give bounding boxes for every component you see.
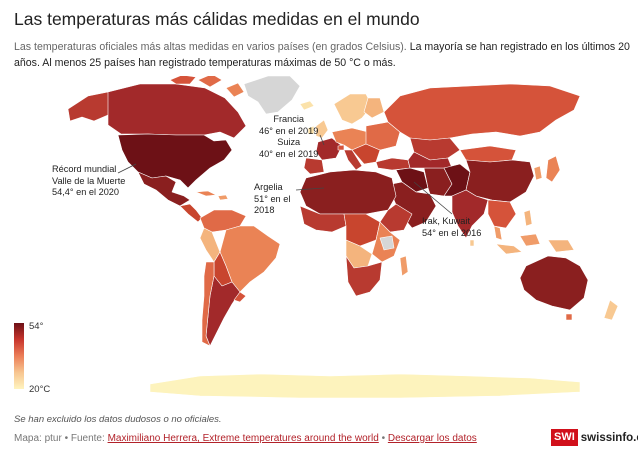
region-india — [451, 189, 489, 239]
annotation-line: 46° en el 2019 — [259, 125, 319, 136]
chart-title: Las temperaturas más cálidas medidas en … — [14, 9, 420, 29]
region-canada-arctic-3 — [225, 82, 245, 98]
region-west-africa — [299, 205, 347, 233]
region-uruguay — [233, 291, 247, 303]
region-mexico — [137, 171, 191, 207]
region-uk — [315, 119, 329, 139]
region-turkey — [375, 157, 411, 171]
leader-death-valley — [117, 163, 137, 174]
annotation-algeria: Argelia 51° en el 2018 — [254, 182, 290, 217]
region-finland — [363, 97, 385, 119]
region-canada-arctic-2 — [197, 76, 223, 88]
region-sri-lanka — [469, 239, 475, 247]
legend-min-label: 20°C — [29, 384, 51, 395]
region-central-america — [179, 203, 203, 223]
annotation-line: 54,4° en el 2020 — [52, 187, 120, 197]
region-mongolia — [459, 145, 517, 163]
region-switzerland — [337, 144, 345, 151]
region-indochina — [487, 199, 517, 229]
region-italy — [343, 149, 363, 171]
region-tanzania-nodata — [379, 235, 395, 251]
credits-line: Mapa: ptur • Fuente: Maximiliano Herrera… — [14, 433, 477, 444]
swissinfo-wordmark: swissinfo.ch — [580, 431, 638, 444]
annotation-france-swiss: Francia 46° en el 2019 Suiza 40° en el 2… — [259, 114, 318, 160]
annotation-line: 40° en el 2019 — [259, 148, 319, 159]
region-ireland — [307, 125, 315, 135]
region-tasmania — [565, 313, 573, 321]
region-north-africa — [299, 169, 397, 215]
subtitle-plain: Las temperaturas oficiales más altas med… — [14, 41, 407, 53]
region-france — [315, 137, 343, 161]
region-central-africa — [343, 213, 381, 247]
region-australia — [519, 255, 589, 311]
annotation-line: Argelia — [254, 182, 283, 192]
annotation-line: Francia — [273, 114, 304, 124]
annotation-death-valley: Récord mundial Valle de la Muerte 54,4° … — [52, 164, 125, 199]
credits-prefix: Mapa: ptur • Fuente: — [14, 433, 108, 444]
region-new-guinea — [547, 239, 575, 253]
region-canada-arctic-1 — [169, 76, 197, 85]
legend-gradient — [14, 323, 24, 389]
credits-separator: • — [378, 433, 388, 444]
region-hispaniola — [217, 194, 229, 201]
swissinfo-logo[interactable]: SWI swissinfo.ch — [551, 429, 638, 446]
annotation-line: 54° en el 2016 — [422, 227, 482, 238]
region-korea — [533, 165, 543, 181]
swi-logo-box: SWI — [551, 429, 578, 446]
region-alaska — [67, 91, 114, 122]
region-indonesia-1 — [495, 243, 523, 255]
legend-max-label: 54° — [29, 321, 44, 332]
annotation-line: 51° en el — [254, 193, 291, 204]
leader-france — [319, 134, 325, 146]
world-map — [67, 76, 619, 399]
footnote: Se han excluido los datos dudosos o no o… — [14, 414, 222, 425]
region-southern-africa — [345, 255, 383, 297]
region-malay-peninsula — [493, 225, 503, 241]
region-indonesia-2 — [519, 233, 541, 247]
region-greenland — [243, 76, 301, 115]
region-philippines — [523, 209, 533, 227]
annotation-line: Irak, Kuwait — [422, 216, 470, 226]
region-scandinavia — [333, 93, 373, 125]
region-canada — [107, 83, 247, 139]
region-chile — [201, 261, 215, 347]
region-balkans — [351, 143, 381, 165]
region-new-zealand — [603, 299, 619, 321]
download-data-link[interactable]: Descargar los datos — [387, 433, 477, 444]
region-iceland — [299, 100, 315, 111]
subtitle-highlight: La mayoría se han registrado en los últi… — [14, 41, 630, 69]
leader-algeria — [295, 187, 325, 191]
region-madagascar — [399, 255, 409, 277]
region-russia — [383, 83, 581, 141]
region-usa — [117, 133, 233, 189]
source-link[interactable]: Maximiliano Herrera, Extreme temperature… — [107, 433, 379, 444]
annotation-line: Suiza — [277, 137, 301, 147]
leader-iraq — [413, 181, 453, 215]
region-spain — [303, 157, 325, 175]
annotation-iraq-kuwait: Irak, Kuwait 54° en el 2016 — [422, 216, 481, 239]
region-china — [465, 159, 535, 203]
annotation-line: Récord mundial — [52, 164, 117, 174]
region-antarctica — [149, 373, 581, 399]
annotation-line: 2018 — [254, 205, 275, 215]
annotation-line: Valle de la Muerte — [52, 175, 126, 186]
region-cuba — [195, 190, 217, 197]
chart-subtitle: Las temperaturas oficiales más altas med… — [14, 39, 632, 71]
region-japan — [545, 155, 561, 183]
